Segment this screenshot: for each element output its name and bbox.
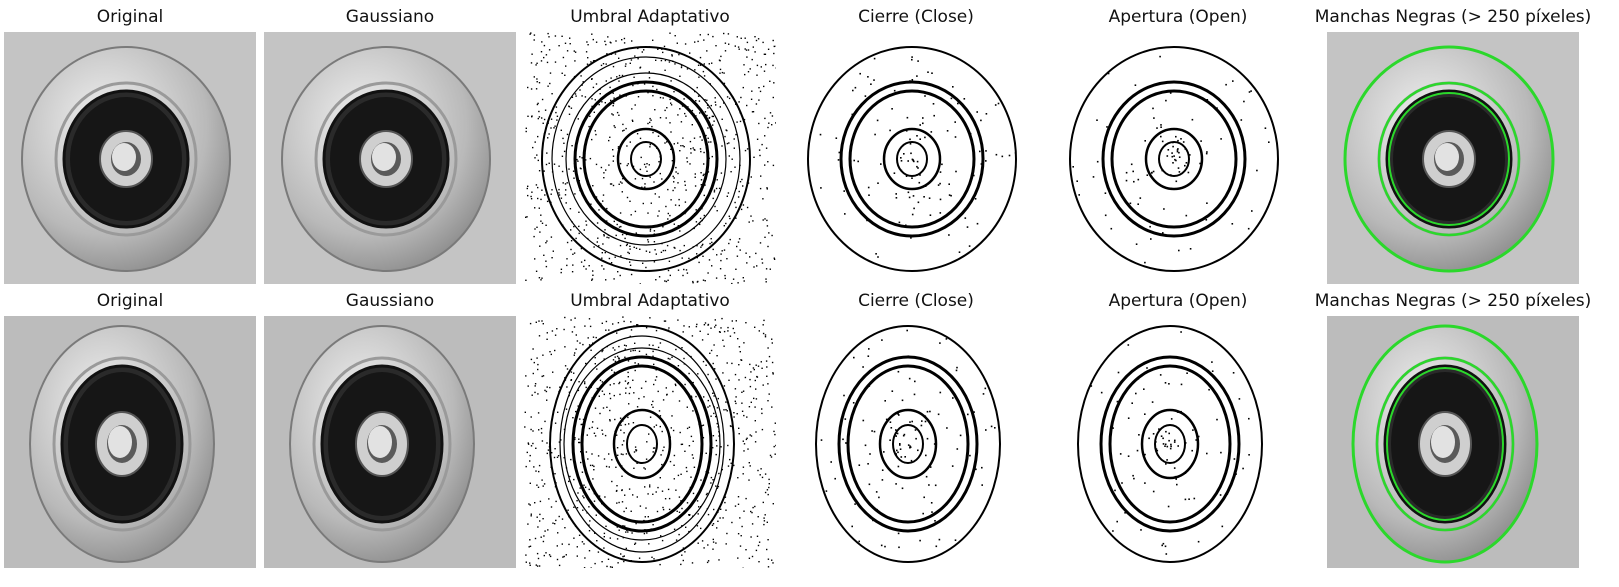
panel-title: Umbral Adaptativo	[570, 7, 730, 27]
panel-title: Original	[96, 291, 164, 311]
image-threshold-1	[524, 32, 776, 284]
image-open-2	[1052, 316, 1304, 568]
image-svg	[1327, 32, 1579, 284]
image-gaussian-2	[264, 316, 516, 568]
image-svg	[4, 316, 256, 568]
image-threshold-2	[524, 316, 776, 568]
image-svg	[524, 32, 776, 284]
image-original-2	[4, 316, 256, 568]
image-contours-2	[1327, 316, 1579, 568]
image-close-1	[790, 32, 1042, 284]
panel-title: Apertura (Open)	[1108, 291, 1248, 311]
image-svg	[1327, 316, 1579, 568]
image-svg	[4, 32, 256, 284]
image-open-1	[1052, 32, 1304, 284]
panel-title: Manchas Negras (> 250 píxeles)	[1314, 291, 1592, 311]
panel-title: Umbral Adaptativo	[570, 291, 730, 311]
panel-title: Gaussiano	[345, 7, 435, 27]
panel-title: Cierre (Close)	[858, 291, 974, 311]
panel-title: Apertura (Open)	[1108, 7, 1248, 27]
image-contours-1	[1327, 32, 1579, 284]
image-svg	[790, 316, 1042, 568]
panel-title: Gaussiano	[345, 291, 435, 311]
image-svg	[524, 316, 776, 568]
image-svg	[264, 316, 516, 568]
panel-title: Original	[96, 7, 164, 27]
image-svg	[1052, 32, 1304, 284]
panel-title: Cierre (Close)	[858, 7, 974, 27]
image-original-1	[4, 32, 256, 284]
image-svg	[1052, 316, 1304, 568]
image-svg	[790, 32, 1042, 284]
image-gaussian-1	[264, 32, 516, 284]
panel-title: Manchas Negras (> 250 píxeles)	[1314, 7, 1592, 27]
image-svg	[264, 32, 516, 284]
image-close-2	[790, 316, 1042, 568]
